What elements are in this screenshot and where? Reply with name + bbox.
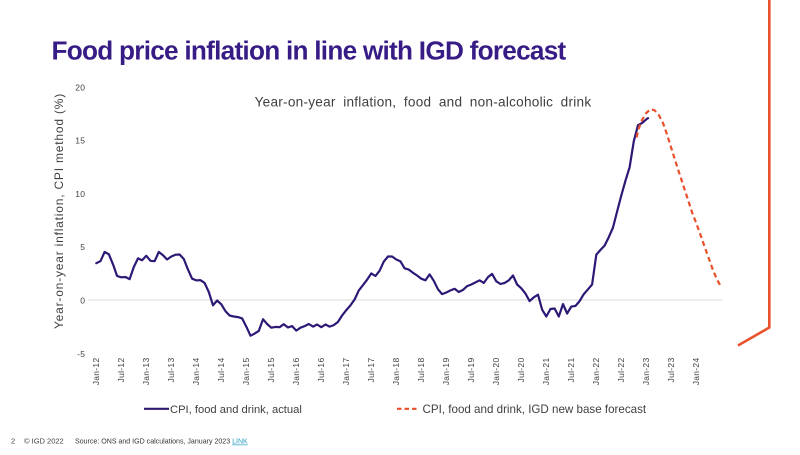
svg-text:Jul-20: Jul-20	[516, 358, 526, 383]
svg-text:Jul-15: Jul-15	[266, 358, 276, 383]
svg-text:Jan-19: Jan-19	[441, 358, 451, 386]
svg-text:Jul-21: Jul-21	[566, 358, 576, 383]
svg-text:Jan-17: Jan-17	[341, 358, 351, 386]
svg-text:10: 10	[75, 189, 85, 199]
svg-text:2: 2	[11, 437, 15, 446]
svg-text:Jan-16: Jan-16	[291, 358, 301, 386]
svg-text:Jan-14: Jan-14	[191, 358, 201, 386]
svg-text:-5: -5	[77, 349, 85, 359]
svg-text:CPI, food and drink, IGD new b: CPI, food and drink, IGD new base foreca…	[423, 403, 647, 416]
svg-text:CPI, food and drink, actual: CPI, food and drink, actual	[170, 404, 302, 416]
svg-text:Jan-21: Jan-21	[541, 358, 551, 386]
svg-text:Jul-22: Jul-22	[616, 358, 626, 383]
svg-text:Jan-24: Jan-24	[691, 358, 701, 386]
svg-text:Jan-18: Jan-18	[391, 358, 401, 386]
svg-text:20: 20	[75, 82, 85, 92]
svg-text:Jan-12: Jan-12	[91, 358, 101, 386]
svg-text:Jan-20: Jan-20	[491, 358, 501, 386]
svg-text:© IGD 2022: © IGD 2022	[24, 437, 64, 446]
svg-text:Food price inflation in line w: Food price inflation in line with IGD fo…	[52, 36, 567, 66]
svg-text:Source: ONS and IGD calculatio: Source: ONS and IGD calculations, Januar…	[75, 439, 248, 446]
svg-text:Jul-16: Jul-16	[316, 358, 326, 383]
svg-text:0: 0	[80, 296, 85, 306]
svg-text:Jul-17: Jul-17	[366, 358, 376, 383]
svg-text:5: 5	[80, 242, 85, 252]
svg-text:Jul-12: Jul-12	[116, 358, 126, 383]
svg-text:Year-on-year inflation, food a: Year-on-year inflation, food and non-alc…	[255, 95, 592, 110]
svg-text:Jul-19: Jul-19	[466, 358, 476, 383]
svg-text:Year-on-year inflation, CPI me: Year-on-year inflation, CPI method (%)	[52, 93, 66, 329]
svg-text:15: 15	[75, 136, 85, 146]
svg-text:Jan-22: Jan-22	[591, 358, 601, 386]
svg-text:Jan-13: Jan-13	[141, 358, 151, 386]
svg-text:Jul-18: Jul-18	[416, 358, 426, 383]
svg-text:Jan-23: Jan-23	[641, 358, 651, 386]
svg-text:Jul-14: Jul-14	[216, 358, 226, 383]
svg-text:Jan-15: Jan-15	[241, 358, 251, 386]
svg-text:Jul-23: Jul-23	[666, 358, 676, 383]
svg-text:Jul-13: Jul-13	[166, 358, 176, 383]
